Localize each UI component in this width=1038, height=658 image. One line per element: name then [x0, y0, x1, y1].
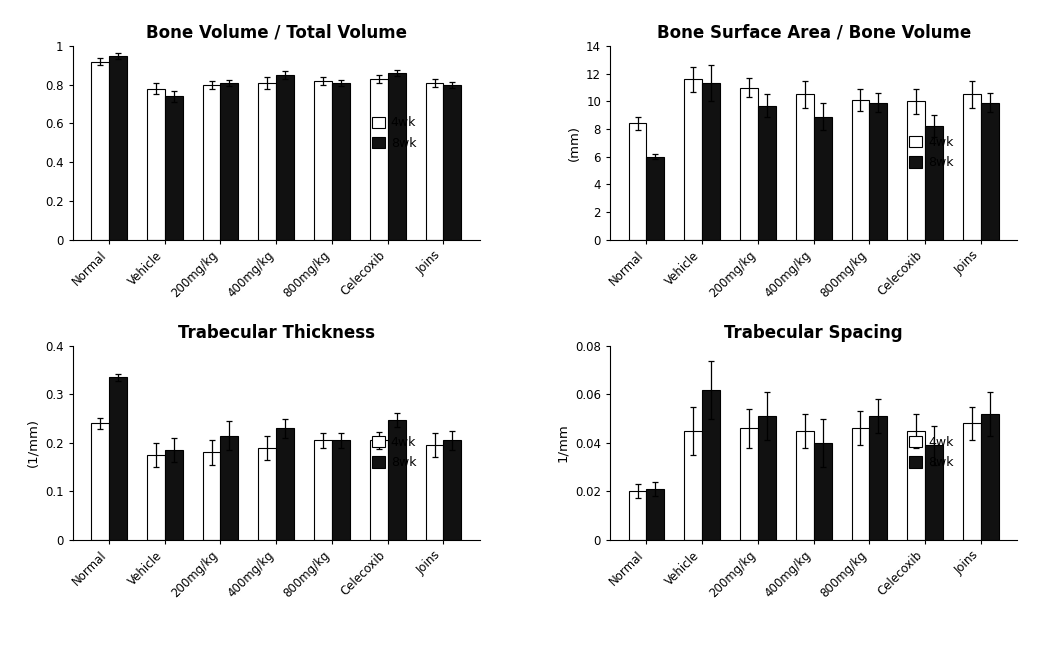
- Bar: [740, 428, 758, 540]
- Bar: [165, 450, 183, 540]
- Y-axis label: (1/mm): (1/mm): [26, 418, 39, 467]
- Legend: 4wk, 8wk: 4wk, 8wk: [909, 136, 954, 169]
- Bar: [647, 489, 664, 540]
- Bar: [851, 428, 870, 540]
- Bar: [220, 436, 239, 540]
- Legend: 4wk, 8wk: 4wk, 8wk: [909, 436, 954, 469]
- Bar: [276, 428, 294, 540]
- Bar: [851, 100, 870, 240]
- Bar: [388, 73, 406, 240]
- Bar: [702, 84, 720, 240]
- Bar: [315, 81, 332, 240]
- Legend: 4wk, 8wk: 4wk, 8wk: [372, 436, 416, 469]
- Bar: [276, 75, 294, 240]
- Bar: [332, 83, 350, 240]
- Bar: [647, 157, 664, 240]
- Bar: [388, 420, 406, 540]
- Bar: [91, 62, 109, 240]
- Bar: [370, 440, 388, 540]
- Title: Trabecular Thickness: Trabecular Thickness: [177, 324, 375, 342]
- Bar: [426, 445, 443, 540]
- Bar: [91, 424, 109, 540]
- Bar: [315, 440, 332, 540]
- Bar: [796, 95, 814, 240]
- Bar: [796, 431, 814, 540]
- Bar: [220, 83, 239, 240]
- Bar: [443, 440, 461, 540]
- Bar: [202, 453, 220, 540]
- Bar: [925, 445, 943, 540]
- Bar: [814, 443, 831, 540]
- Bar: [963, 95, 981, 240]
- Bar: [907, 431, 925, 540]
- Bar: [109, 378, 127, 540]
- Bar: [370, 79, 388, 240]
- Bar: [907, 101, 925, 240]
- Bar: [870, 417, 887, 540]
- Bar: [684, 79, 702, 240]
- Bar: [963, 424, 981, 540]
- Title: Trabecular Spacing: Trabecular Spacing: [725, 324, 903, 342]
- Bar: [684, 431, 702, 540]
- Bar: [258, 447, 276, 540]
- Bar: [147, 455, 165, 540]
- Bar: [426, 83, 443, 240]
- Bar: [758, 105, 775, 240]
- Y-axis label: (mm): (mm): [568, 125, 580, 161]
- Bar: [332, 440, 350, 540]
- Bar: [258, 83, 276, 240]
- Legend: 4wk, 8wk: 4wk, 8wk: [372, 116, 416, 150]
- Bar: [202, 85, 220, 240]
- Bar: [758, 417, 775, 540]
- Bar: [147, 89, 165, 240]
- Bar: [629, 124, 647, 240]
- Bar: [981, 103, 999, 240]
- Bar: [814, 116, 831, 240]
- Bar: [702, 390, 720, 540]
- Bar: [870, 103, 887, 240]
- Bar: [740, 88, 758, 240]
- Bar: [925, 126, 943, 240]
- Bar: [443, 85, 461, 240]
- Y-axis label: 1/mm: 1/mm: [556, 423, 570, 462]
- Title: Bone Surface Area / Bone Volume: Bone Surface Area / Bone Volume: [657, 24, 971, 41]
- Bar: [165, 96, 183, 240]
- Bar: [629, 491, 647, 540]
- Bar: [981, 414, 999, 540]
- Bar: [109, 56, 127, 240]
- Title: Bone Volume / Total Volume: Bone Volume / Total Volume: [145, 24, 407, 41]
